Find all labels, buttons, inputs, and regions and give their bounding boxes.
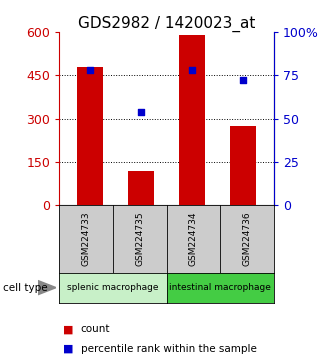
Point [189, 67, 195, 73]
Point [241, 78, 246, 83]
Text: ■: ■ [63, 324, 73, 334]
Text: count: count [81, 324, 110, 334]
Text: GSM224733: GSM224733 [82, 212, 91, 266]
Text: GSM224736: GSM224736 [243, 212, 251, 266]
Bar [180, 35, 205, 205]
Polygon shape [38, 280, 56, 295]
Bar [128, 171, 154, 205]
Text: ■: ■ [63, 344, 73, 354]
Text: cell type: cell type [3, 282, 48, 293]
Text: intestinal macrophage: intestinal macrophage [169, 283, 271, 292]
Text: splenic macrophage: splenic macrophage [67, 283, 159, 292]
Text: GSM224735: GSM224735 [135, 212, 144, 266]
Point [139, 109, 144, 114]
Bar [77, 67, 103, 205]
Text: percentile rank within the sample: percentile rank within the sample [81, 344, 257, 354]
Point [87, 67, 93, 73]
Text: GSM224734: GSM224734 [189, 212, 198, 266]
Bar [230, 126, 256, 205]
Title: GDS2982 / 1420023_at: GDS2982 / 1420023_at [78, 16, 255, 32]
